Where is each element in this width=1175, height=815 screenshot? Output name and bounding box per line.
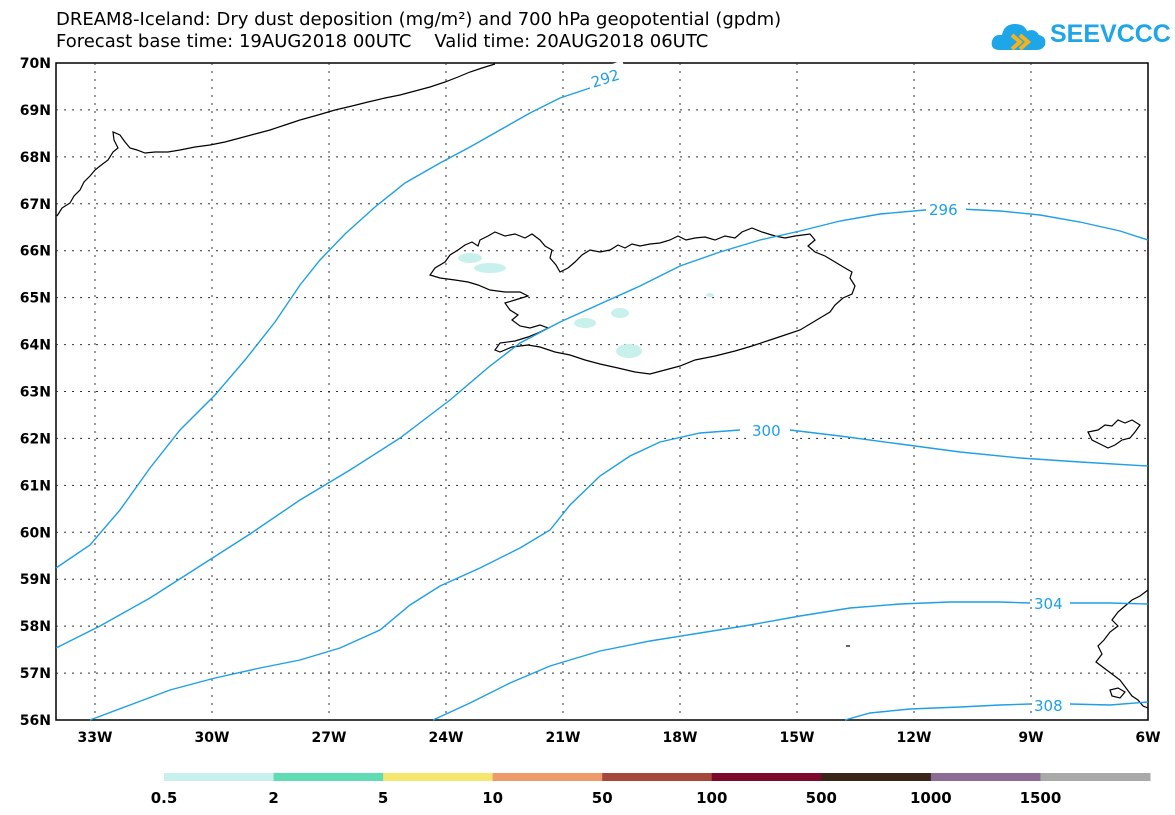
dust-deposition-areas xyxy=(458,253,714,358)
greenland-coast xyxy=(56,63,496,217)
contour-label-304: 304 xyxy=(1034,595,1063,613)
longitude-tick-label: 15W xyxy=(780,730,815,746)
latitude-tick-label: 62N xyxy=(20,431,51,447)
colorbar-segment xyxy=(711,773,822,781)
dust-patch xyxy=(474,263,506,273)
latitude-tick-label: 64N xyxy=(20,338,51,354)
scotland-coast xyxy=(1095,589,1149,709)
colorbar-label: 50 xyxy=(592,789,613,807)
contour-label-292: 292 xyxy=(589,66,622,92)
dust-patch xyxy=(706,293,714,297)
longitude-tick-label: 24W xyxy=(429,730,464,746)
contour-296 xyxy=(799,208,1149,241)
contour-304 xyxy=(1070,602,1149,605)
contour-label-300: 300 xyxy=(752,422,781,440)
latitude-labels: 70N 69N 68N 67N 66N 65N 64N 63N 62N 61N 60N 59N 58N 5… xyxy=(20,56,51,729)
latitude-tick-label: 68N xyxy=(20,150,51,166)
map-subtitle: Forecast base time: 19AUG2018 00UTC Vali… xyxy=(56,31,709,52)
longitude-tick-label: 27W xyxy=(312,730,347,746)
contour-label-308: 308 xyxy=(1034,697,1063,715)
colorbar-label: 100 xyxy=(696,789,727,807)
longitude-tick-label: 6W xyxy=(1135,730,1160,746)
colorbar-segment xyxy=(1040,773,1151,781)
colorbar-label: 0.5 xyxy=(151,789,178,807)
colorbar-label: 5 xyxy=(378,789,388,807)
hebrides-coast xyxy=(1109,687,1126,699)
latitude-tick-label: 56N xyxy=(20,713,51,729)
longitude-tick-label: 33W xyxy=(78,730,113,746)
dust-patch xyxy=(611,308,629,318)
coastlines xyxy=(56,63,1149,709)
iceland-coast xyxy=(429,227,856,375)
colorbar-segment xyxy=(383,773,494,781)
latitude-tick-label: 63N xyxy=(20,385,51,401)
contour-label-296: 296 xyxy=(929,201,958,219)
dust-patch xyxy=(616,344,642,358)
map-title: DREAM8-Iceland: Dry dust deposition (mg/… xyxy=(56,9,782,30)
latitude-tick-label: 60N xyxy=(20,525,51,541)
faroe-islands-coast xyxy=(1087,419,1141,449)
contour-304b xyxy=(844,703,1031,721)
contour-292 xyxy=(55,230,801,649)
colorbar-segment xyxy=(273,773,384,781)
latitude-tick-label: 57N xyxy=(20,666,51,682)
colorbar-label: 10 xyxy=(482,789,503,807)
graticule xyxy=(56,63,1148,720)
geopotential-contours xyxy=(55,87,1149,721)
dust-patch xyxy=(574,318,596,328)
longitude-tick-label: 9W xyxy=(1018,730,1043,746)
contour-300 xyxy=(789,429,1149,467)
colorbar-label: 1000 xyxy=(910,789,952,807)
latitude-tick-label: 61N xyxy=(20,478,51,494)
colorbar-label: 1500 xyxy=(1020,789,1062,807)
colorbar-segment xyxy=(602,773,713,781)
colorbar-segment xyxy=(821,773,932,781)
dust-patch xyxy=(458,253,482,263)
latitude-tick-label: 69N xyxy=(20,103,51,119)
longitude-labels: 33W 30W 27W 24W 21W 18W 15W 12W 9W 6W xyxy=(78,730,1161,746)
colorbar-segment xyxy=(492,773,603,781)
latitude-tick-label: 65N xyxy=(20,291,51,307)
latitude-tick-label: 67N xyxy=(20,197,51,213)
seevccc-logo: SEEVCCC xyxy=(990,16,1171,58)
logo-text: SEEVCCC xyxy=(1050,20,1171,48)
longitude-tick-label: 12W xyxy=(897,730,932,746)
latitude-tick-label: 58N xyxy=(20,619,51,635)
colorbar-segment xyxy=(164,773,275,781)
contour-308 xyxy=(1069,701,1149,706)
cloud-logo-icon xyxy=(991,24,1046,51)
colorbar-segment xyxy=(930,773,1041,781)
contour-288 xyxy=(55,87,591,569)
longitude-tick-label: 21W xyxy=(546,730,581,746)
latitude-tick-label: 66N xyxy=(20,244,51,260)
colorbar: 0.5 2 5 10 50 100 500 1000 1500 xyxy=(151,773,1151,807)
longitude-tick-label: 18W xyxy=(663,730,698,746)
latitude-tick-label: 70N xyxy=(20,56,51,72)
contour-300b xyxy=(432,601,1031,721)
colorbar-label: 500 xyxy=(806,789,837,807)
colorbar-label: 2 xyxy=(268,789,278,807)
latitude-tick-label: 59N xyxy=(20,572,51,588)
contour-296b xyxy=(89,429,741,721)
longitude-tick-label: 30W xyxy=(195,730,230,746)
